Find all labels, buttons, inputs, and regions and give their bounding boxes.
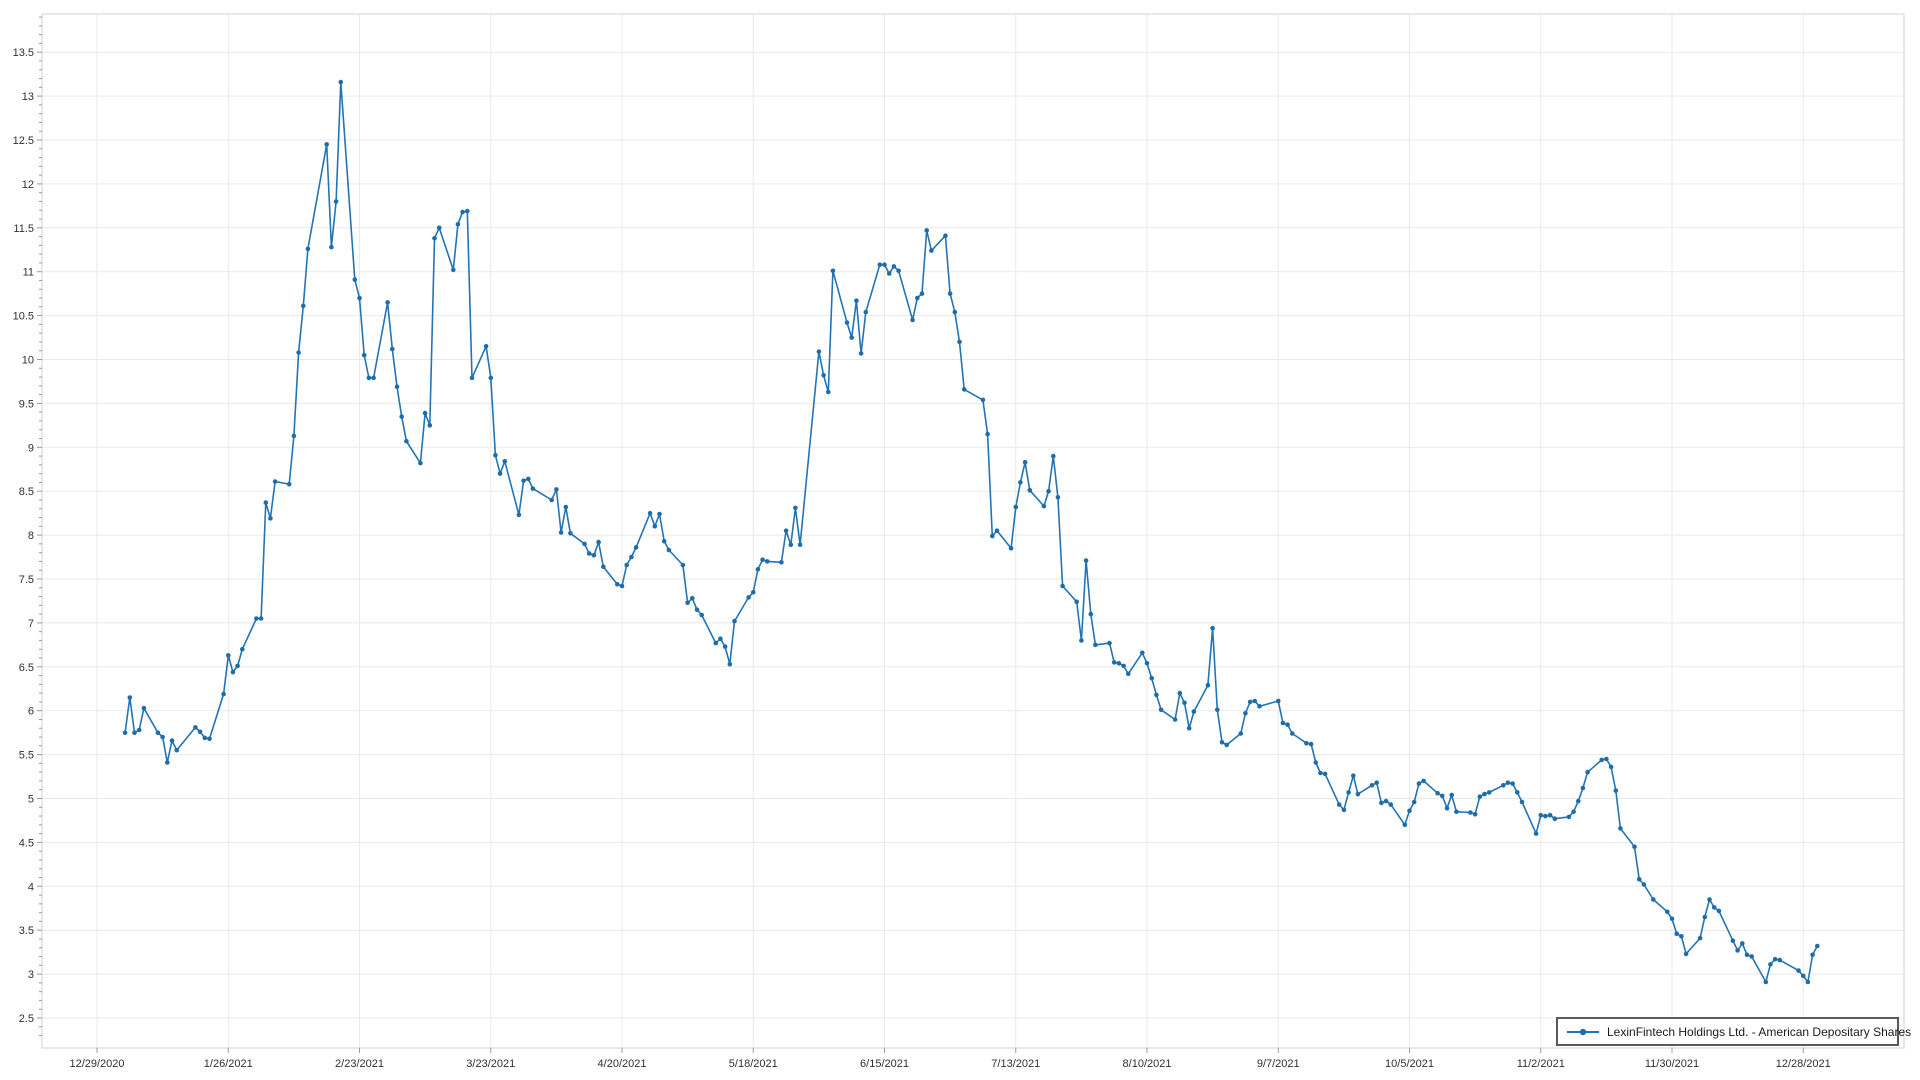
svg-text:12/29/2020: 12/29/2020 (69, 1058, 124, 1070)
x-gridlines (96, 14, 1804, 1048)
svg-text:4: 4 (28, 881, 34, 893)
svg-text:3/23/2021: 3/23/2021 (466, 1058, 515, 1070)
svg-text:6/15/2021: 6/15/2021 (860, 1058, 909, 1070)
svg-text:9: 9 (28, 442, 34, 454)
plot-border (41, 13, 1905, 1049)
svg-text:8.5: 8.5 (19, 486, 34, 498)
y-gridlines (42, 51, 1904, 1019)
price-markers (122, 79, 1820, 985)
x-axis-ticks (96, 1048, 1804, 1053)
svg-text:9.5: 9.5 (19, 398, 34, 410)
y-axis-ticks (37, 16, 42, 1037)
legend-line-marker-icon (1567, 1028, 1599, 1035)
svg-text:3: 3 (28, 969, 34, 981)
svg-text:10.5: 10.5 (13, 311, 34, 323)
svg-text:10: 10 (22, 355, 34, 367)
legend: LexinFintech Holdings Ltd. - American De… (1556, 1017, 1911, 1046)
svg-text:4.5: 4.5 (19, 837, 34, 849)
svg-text:12/28/2021: 12/28/2021 (1776, 1058, 1831, 1070)
svg-text:4/20/2021: 4/20/2021 (598, 1058, 647, 1070)
svg-text:6: 6 (28, 706, 34, 718)
svg-text:8/10/2021: 8/10/2021 (1123, 1058, 1172, 1070)
svg-text:2/23/2021: 2/23/2021 (335, 1058, 384, 1070)
svg-text:7.5: 7.5 (19, 574, 34, 586)
svg-text:5.5: 5.5 (19, 750, 34, 762)
svg-text:2.5: 2.5 (19, 1013, 34, 1025)
svg-text:11: 11 (23, 267, 34, 279)
svg-text:6.5: 6.5 (19, 662, 34, 674)
svg-text:10/5/2021: 10/5/2021 (1385, 1058, 1434, 1070)
svg-text:8: 8 (28, 530, 34, 542)
svg-text:5: 5 (28, 794, 34, 806)
svg-text:5/18/2021: 5/18/2021 (729, 1058, 778, 1070)
svg-text:11/2/2021: 11/2/2021 (1517, 1058, 1565, 1070)
price-line (124, 81, 1819, 983)
y-tick-labels: 2.5 3 3.5 4 4.5 5 5.5 6 6.5 7 7.5 8 8.5 9 9.5 10 10.5 11 1… (13, 47, 34, 1025)
legend-label: LexinFintech Holdings Ltd. - American De… (1607, 1024, 1912, 1039)
svg-text:13.5: 13.5 (13, 47, 34, 59)
svg-text:11/30/2021: 11/30/2021 (1645, 1058, 1699, 1070)
svg-text:3.5: 3.5 (19, 925, 34, 937)
svg-text:7: 7 (28, 618, 34, 630)
x-tick-labels: 12/29/2020 1/26/2021 2/23/2021 3/23/2021 4/2… (69, 1058, 1830, 1070)
svg-text:12: 12 (22, 179, 34, 191)
svg-text:9/7/2021: 9/7/2021 (1257, 1058, 1300, 1070)
svg-text:13: 13 (22, 91, 34, 103)
svg-text:7/13/2021: 7/13/2021 (991, 1058, 1040, 1070)
svg-text:11.5: 11.5 (13, 223, 34, 235)
svg-text:1/26/2021: 1/26/2021 (204, 1058, 253, 1070)
svg-text:12.5: 12.5 (13, 135, 34, 147)
